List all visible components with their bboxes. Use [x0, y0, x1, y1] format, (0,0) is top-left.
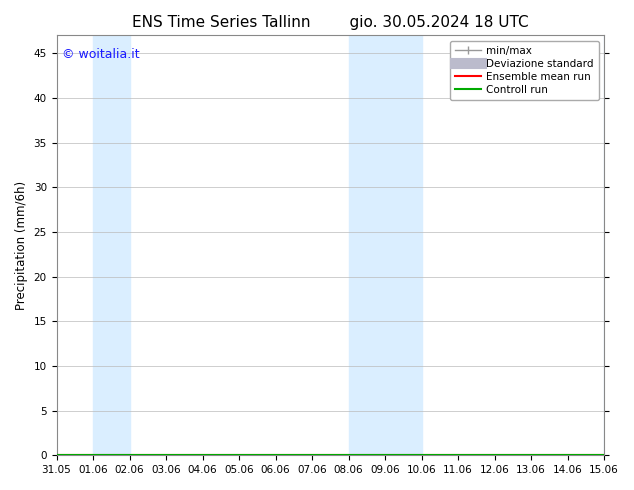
- Y-axis label: Precipitation (mm/6h): Precipitation (mm/6h): [15, 181, 28, 310]
- Bar: [604, 35, 634, 455]
- Text: © woitalia.it: © woitalia.it: [62, 48, 139, 61]
- Title: ENS Time Series Tallinn        gio. 30.05.2024 18 UTC: ENS Time Series Tallinn gio. 30.05.2024 …: [132, 15, 529, 30]
- Bar: [349, 35, 422, 455]
- Legend: min/max, Deviazione standard, Ensemble mean run, Controll run: min/max, Deviazione standard, Ensemble m…: [450, 41, 599, 100]
- Bar: [93, 35, 129, 455]
